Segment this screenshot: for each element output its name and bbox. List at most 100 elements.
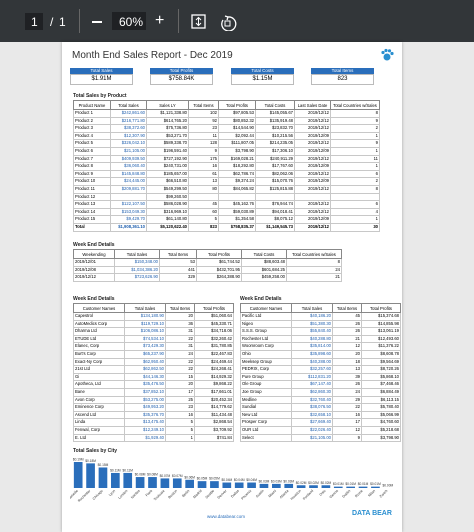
cell: $432,701.95 xyxy=(196,265,242,275)
row: Fenwal, Corp $12,249.10 5 $3,709.92 xyxy=(73,425,234,435)
kpi: Total Profits $758.84K xyxy=(150,68,213,85)
cell: $40,288.00 xyxy=(291,357,333,367)
cell: $35,476.50 xyxy=(124,380,166,389)
row: Product 12 $99,260.50 xyxy=(73,192,380,202)
value-label: $0.11M xyxy=(110,468,121,472)
cell: $99,260.50 xyxy=(146,192,189,202)
cell: $66,510.80 xyxy=(146,177,189,186)
category-label: London xyxy=(117,489,128,500)
row: Eminence Corp $49,953.20 23 $14,779.62 xyxy=(73,403,234,412)
cell: $82,062.06 xyxy=(255,169,295,179)
cell: $24,445.00 xyxy=(110,177,147,186)
cell: 2019/12/12 xyxy=(294,109,331,118)
cell: $122,107.50 xyxy=(110,200,147,209)
kpi: Total Costs $1.15M xyxy=(231,68,294,85)
cell: Fenwal, Corp xyxy=(73,425,125,435)
cell: $10,215.56 xyxy=(255,131,295,141)
row: Product 3 $38,372.60 $75,736.80 23 $14,544.9… xyxy=(73,124,380,133)
cell: E. Ltd xyxy=(73,433,125,443)
cell: $67,147.40 xyxy=(291,380,333,389)
cell: $586,028.90 xyxy=(146,200,189,209)
cell: Gi xyxy=(73,372,125,382)
cell: 26 xyxy=(332,380,362,389)
cell: 26 xyxy=(332,319,362,329)
category-label: Portland xyxy=(302,489,314,501)
cell: Product 7 xyxy=(73,154,111,164)
value-label: $0.03M xyxy=(259,479,270,483)
cell: 2019/12/09 xyxy=(294,215,331,224)
value-label: $0.11M xyxy=(123,468,134,472)
cell: $62,950.40 xyxy=(124,357,166,367)
cell: $3,798.90 xyxy=(361,433,401,443)
row: Product 9 $145,848.80 $185,657.00 61 $62,786… xyxy=(73,169,380,179)
zoom-out[interactable] xyxy=(92,21,102,23)
cell: Ascend Ltd xyxy=(73,410,125,420)
category-label: Milan xyxy=(367,489,376,498)
cell: Product 4 xyxy=(73,131,111,141)
bar xyxy=(73,462,83,488)
bar xyxy=(197,481,207,488)
bar xyxy=(284,483,294,488)
zoom-box[interactable] xyxy=(112,12,146,30)
bar xyxy=(148,477,157,488)
rotate[interactable] xyxy=(221,15,237,31)
city-chart: $0.19M Marseille $0.18M Rochester $0.15M Chic… xyxy=(70,458,393,503)
cell: $62,786.74 xyxy=(218,169,256,179)
cell: 61 xyxy=(188,169,219,179)
cell: 1 xyxy=(330,131,380,141)
kpi-value: $1.91M xyxy=(70,74,133,85)
bar xyxy=(333,486,343,488)
cell: $31,780.85 xyxy=(194,342,234,351)
row: Product 6 $21,105.00 $196,591.40 9 $3,798.90… xyxy=(73,146,380,156)
cell: Pure Group xyxy=(240,372,292,382)
header-cell: Total Items xyxy=(188,100,219,110)
cell: 45 xyxy=(188,200,219,209)
cell: $1,354.58 xyxy=(218,215,256,224)
cell: 30 xyxy=(330,222,380,232)
row: Gi $44,146.30 15 $14,929.32 xyxy=(73,372,234,382)
bar xyxy=(247,482,256,488)
value-label: $0.07M xyxy=(172,474,183,478)
divider xyxy=(79,9,80,33)
kpi: Total Items 823 xyxy=(311,68,374,85)
page-input[interactable] xyxy=(25,13,43,30)
cell: 2019/12/09 xyxy=(294,146,331,156)
cell: $9,429.70 xyxy=(110,215,147,224)
kpi-label: Total Profits xyxy=(150,68,213,74)
cell: $62,862.50 xyxy=(124,365,166,374)
cell: Avon Corp xyxy=(73,395,125,405)
cell: $35,376.70 xyxy=(124,410,166,420)
row: Product 4 $12,307.90 $53,271.70 11 $2,092.44… xyxy=(73,131,380,141)
cell: $2,092.44 xyxy=(218,131,256,141)
table: Product Name Total Sales Sales LY Total Ite… xyxy=(73,100,380,232)
category-label: Seattle xyxy=(205,489,216,500)
cell: Product 8 xyxy=(73,162,111,171)
cell: 53 xyxy=(159,258,197,267)
value-label: $0.03M xyxy=(271,479,282,483)
cell: $21,105.00 xyxy=(291,433,333,443)
cell: 92 xyxy=(188,116,219,126)
cell: Bane xyxy=(73,387,125,397)
cell: $9,564.69 xyxy=(361,357,401,367)
cell: $12,307.90 xyxy=(110,131,147,141)
header-cell: Total Sales xyxy=(110,100,147,110)
fit-page[interactable] xyxy=(191,14,206,29)
cell: $23,832.70 xyxy=(255,124,295,133)
zoom-in[interactable]: + xyxy=(155,12,165,29)
row: 2019/12/08 $1,034,386.20 441 $432,701.95 $60… xyxy=(73,265,342,275)
category-label: Atlanta xyxy=(279,489,290,500)
cell: AutoMedics Corp xyxy=(73,319,125,329)
category-label: Dallas xyxy=(230,489,240,499)
cell: $61,140.80 xyxy=(146,215,189,224)
cell: Medline xyxy=(240,395,292,405)
cell: $758,835.37 xyxy=(218,222,256,232)
row: Bane $37,852.10 17 $17,661.01 xyxy=(73,387,234,397)
row: Linda $13,475.40 5 $2,868.54 xyxy=(73,418,234,427)
category-label: Miami xyxy=(268,489,278,499)
row: Total $1,908,361.10 $5,120,622.40 823 $758,8… xyxy=(73,222,380,232)
header-cell: Total Sales xyxy=(124,303,166,313)
cell: $145,848.80 xyxy=(110,169,147,179)
cell: $12,493.60 xyxy=(361,334,401,344)
value-label: $0.02M xyxy=(308,481,319,485)
cell: 13 xyxy=(332,365,362,374)
